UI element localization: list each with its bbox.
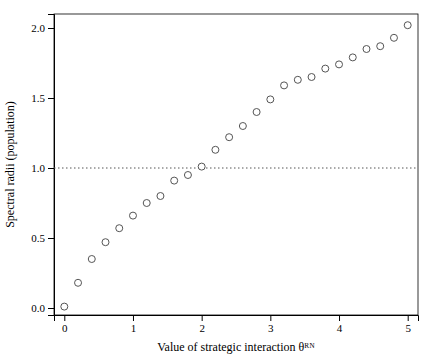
tick: 4 (337, 315, 343, 334)
tick-mark (339, 315, 340, 321)
tick: 1.5 (31, 92, 54, 104)
tick-mark (133, 315, 134, 321)
tick-mark (64, 315, 65, 321)
point (116, 225, 123, 232)
point (253, 109, 260, 116)
point (75, 279, 82, 286)
tick-label: 3 (268, 322, 274, 334)
tick-mark (48, 168, 54, 169)
plot: 0 1 2 3 4 5 0.0 0.5 1.0 1.5 2.0 (31, 14, 418, 334)
marks (54, 22, 418, 310)
tick: 0.5 (31, 232, 54, 244)
tick: 2 (199, 315, 205, 334)
point (226, 134, 233, 141)
tick-mark (408, 315, 409, 321)
point (390, 34, 397, 41)
tick-mark (48, 308, 54, 309)
tick-mark (48, 238, 54, 239)
tick: 1.0 (31, 162, 54, 174)
point (404, 22, 411, 29)
axis-domain (55, 316, 419, 322)
point (184, 172, 191, 179)
point (336, 61, 343, 68)
tick-label: 4 (337, 322, 343, 334)
point (308, 74, 315, 81)
point (349, 54, 356, 61)
tick: 0 (62, 315, 68, 334)
tick-label: 0 (62, 322, 68, 334)
tick: 5 (405, 315, 411, 334)
tick-mark (270, 315, 271, 321)
point (143, 200, 150, 207)
x-axis-title: Value of strategic interaction θᴿᴺ (157, 340, 315, 354)
tick-label: 2 (199, 322, 205, 334)
point (129, 212, 136, 219)
point (61, 303, 68, 310)
point (322, 65, 329, 72)
point (377, 43, 384, 50)
chart: 0 1 2 3 4 5 0.0 0.5 1.0 1.5 2.0 Value of strategic … (0, 0, 434, 361)
tick: 1 (131, 315, 137, 334)
plot-frame (54, 14, 418, 315)
point (239, 123, 246, 130)
point (102, 239, 109, 246)
point (157, 193, 164, 200)
tick-label: 0.5 (31, 232, 45, 244)
point (281, 82, 288, 89)
point (212, 146, 219, 153)
y-axis: 0.0 0.5 1.0 1.5 2.0 (31, 15, 54, 316)
tick-label: 5 (405, 322, 411, 334)
tick-label: 0.0 (31, 302, 45, 314)
tick-label: 2.0 (31, 22, 45, 34)
tick-mark (48, 98, 54, 99)
tick: 0.0 (31, 302, 54, 314)
tick-label: 1.0 (31, 162, 45, 174)
point (88, 256, 95, 263)
tick-mark (48, 28, 54, 29)
y-axis-title: Spectral radii (population) (3, 101, 17, 228)
point (198, 163, 205, 170)
tick-mark (202, 315, 203, 321)
point (294, 76, 301, 83)
tick: 3 (268, 315, 274, 334)
point (267, 96, 274, 103)
tick: 2.0 (31, 22, 54, 34)
axis-domain (48, 15, 55, 316)
reference-line (54, 168, 418, 169)
x-axis: 0 1 2 3 4 5 (55, 315, 419, 334)
point (363, 46, 370, 53)
tick-label: 1 (131, 322, 137, 334)
point (171, 177, 178, 184)
tick-label: 1.5 (31, 92, 45, 104)
